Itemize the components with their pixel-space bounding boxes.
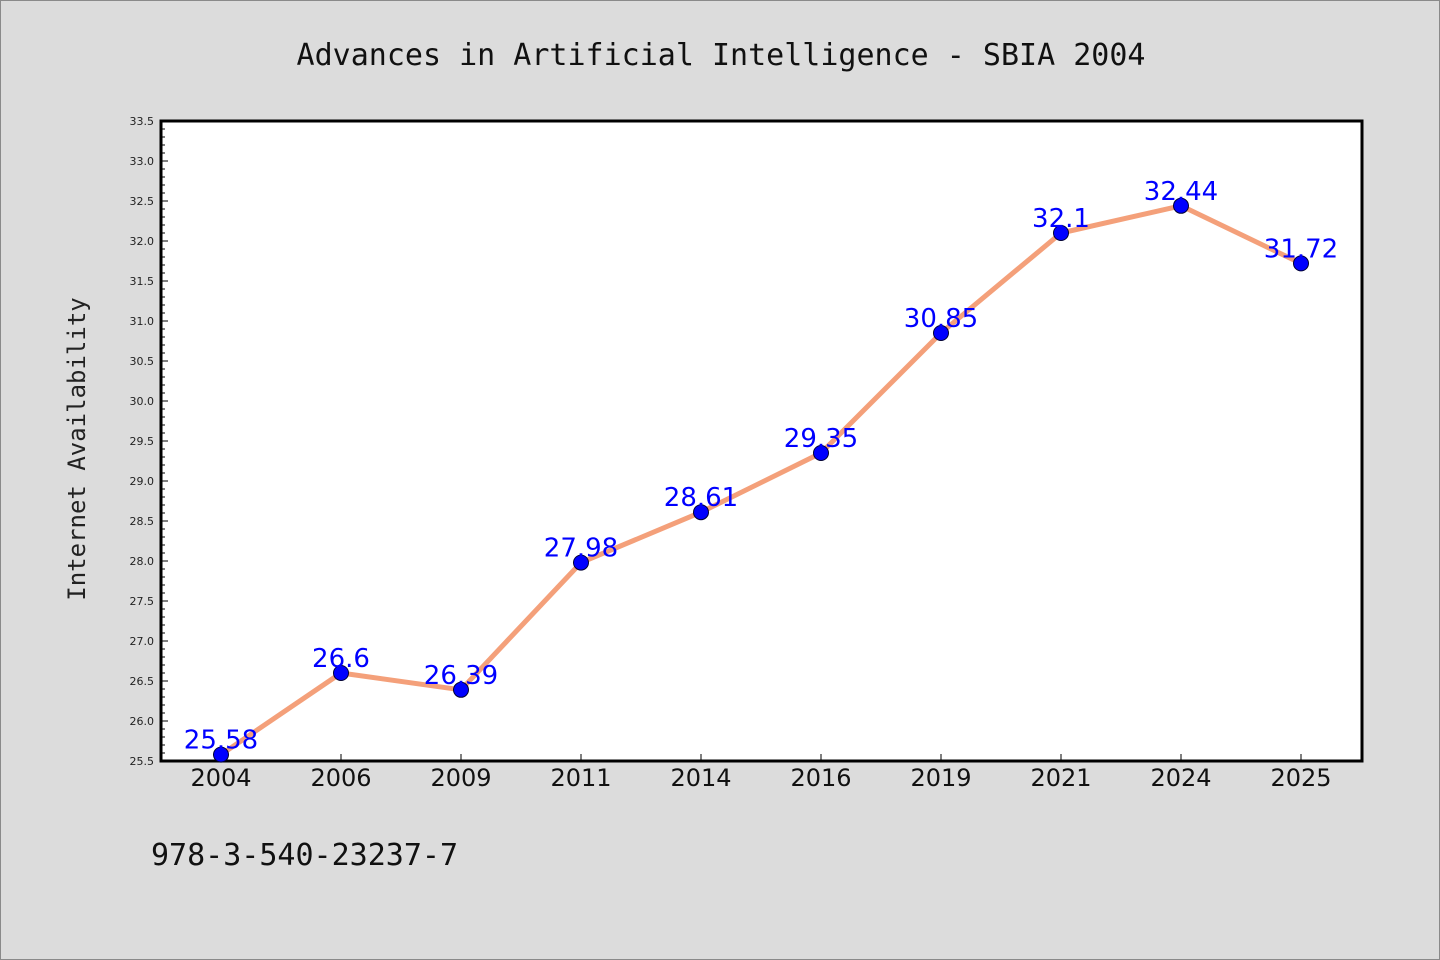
y-tick-label: 33.0 xyxy=(130,155,155,168)
data-label: 28.61 xyxy=(664,483,738,513)
y-axis-ticks: 25.5 26.0 26.5 27.0 27.5 28.0 28.5 29.0 29.5 30.0… xyxy=(130,115,168,768)
x-tick-label: 2016 xyxy=(790,764,851,792)
data-point-marker xyxy=(933,325,949,341)
data-label: 26.6 xyxy=(312,644,370,674)
y-tick-label: 25.5 xyxy=(130,755,155,768)
data-label: 26.39 xyxy=(424,661,498,691)
data-point-marker xyxy=(453,681,469,698)
data-point-marker xyxy=(1053,225,1069,241)
y-tick-label: 27.0 xyxy=(130,635,155,648)
y-tick-label: 26.0 xyxy=(130,715,155,728)
chart-title: Advances in Artificial Intelligence - SB… xyxy=(297,38,1146,73)
y-tick-label: 27.5 xyxy=(130,595,155,608)
data-label: 30.85 xyxy=(904,304,978,334)
y-tick-label: 28.0 xyxy=(130,555,155,568)
x-tick-label: 2011 xyxy=(550,764,611,792)
y-tick-label: 30.5 xyxy=(130,355,155,368)
data-point-marker xyxy=(1293,255,1309,272)
x-tick-label: 2019 xyxy=(910,764,971,792)
y-tick-label: 32.0 xyxy=(130,235,155,248)
x-tick-label: 2025 xyxy=(1270,764,1331,792)
data-point-marker xyxy=(573,554,589,571)
x-tick-label: 2009 xyxy=(430,764,491,792)
data-label: 29.35 xyxy=(784,424,858,454)
y-tick-label: 30.0 xyxy=(130,395,155,408)
y-tick-label: 29.0 xyxy=(130,475,155,488)
data-point-marker xyxy=(693,504,709,521)
isbn-footer: 978-3-540-23237-7 xyxy=(151,838,458,873)
data-point-marker xyxy=(1173,197,1189,214)
data-label: 27.98 xyxy=(544,534,618,564)
y-tick-label: 29.5 xyxy=(130,435,155,448)
y-tick-label: 28.5 xyxy=(130,515,155,528)
y-tick-label: 26.5 xyxy=(130,675,155,688)
series-line xyxy=(218,203,1304,758)
data-point-marker xyxy=(333,665,349,681)
x-tick-label: 2024 xyxy=(1150,764,1211,792)
x-axis-ticks: 2004 2006 2009 2011 2014 2016 2019 2021 2024 2025 xyxy=(190,754,1332,792)
x-tick-label: 2004 xyxy=(190,764,251,792)
x-tick-label: 2021 xyxy=(1030,764,1091,792)
data-label: 25.58 xyxy=(184,726,258,756)
series-layer: 25.58 26.6 26.39 27.98 28.61 29.35 30.85 32.1 32… xyxy=(184,177,1338,763)
y-tick-label: 33.5 xyxy=(130,115,155,128)
y-tick-label: 31.0 xyxy=(130,315,155,328)
y-axis-label: Internet Availability xyxy=(63,297,91,600)
plot-area xyxy=(159,119,1364,763)
y-tick-label: 32.5 xyxy=(130,195,155,208)
data-label: 32.1 xyxy=(1032,204,1090,234)
y-tick-label: 31.5 xyxy=(130,275,155,288)
data-point-marker xyxy=(213,746,229,763)
data-label: 31.72 xyxy=(1264,234,1338,264)
data-point-marker xyxy=(813,445,829,461)
x-tick-label: 2006 xyxy=(310,764,371,792)
data-label: 32.44 xyxy=(1144,177,1218,207)
x-tick-label: 2014 xyxy=(670,764,731,792)
